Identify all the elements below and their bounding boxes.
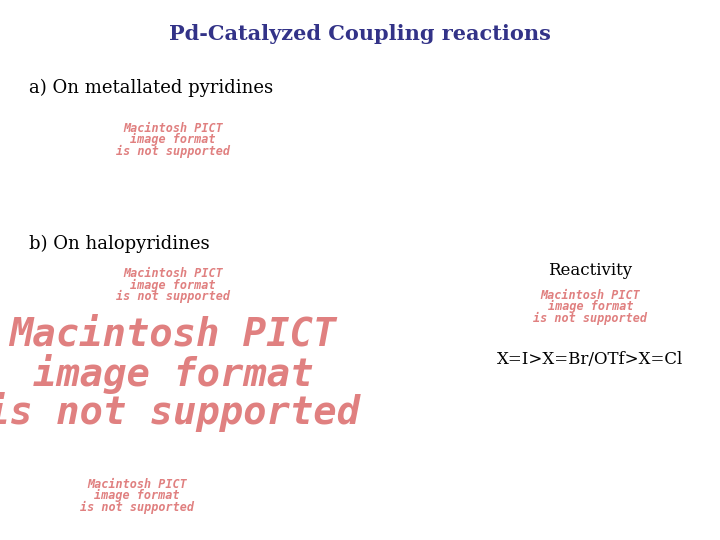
Text: a) On metallated pyridines: a) On metallated pyridines — [29, 78, 273, 97]
Text: Macintosh PICT: Macintosh PICT — [87, 478, 186, 491]
Text: image format: image format — [130, 279, 215, 292]
Text: X=I>X=Br/OTf>X=Cl: X=I>X=Br/OTf>X=Cl — [498, 351, 683, 368]
Text: Pd-Catalyzed Coupling reactions: Pd-Catalyzed Coupling reactions — [169, 24, 551, 44]
Text: b) On halopyridines: b) On halopyridines — [29, 235, 210, 253]
Text: is not supported: is not supported — [0, 392, 360, 431]
Text: Macintosh PICT: Macintosh PICT — [9, 316, 336, 354]
Text: image format: image format — [130, 133, 215, 146]
Text: Macintosh PICT: Macintosh PICT — [541, 289, 640, 302]
Text: image format: image format — [548, 300, 633, 313]
Text: Reactivity: Reactivity — [549, 262, 632, 279]
Text: is not supported: is not supported — [80, 501, 194, 514]
Text: is not supported: is not supported — [116, 144, 230, 158]
Text: image format: image format — [94, 489, 179, 502]
Text: is not supported: is not supported — [534, 312, 647, 325]
Text: Macintosh PICT: Macintosh PICT — [123, 122, 222, 134]
Text: is not supported: is not supported — [116, 291, 230, 303]
Text: Macintosh PICT: Macintosh PICT — [123, 267, 222, 280]
Text: image format: image format — [32, 354, 313, 394]
